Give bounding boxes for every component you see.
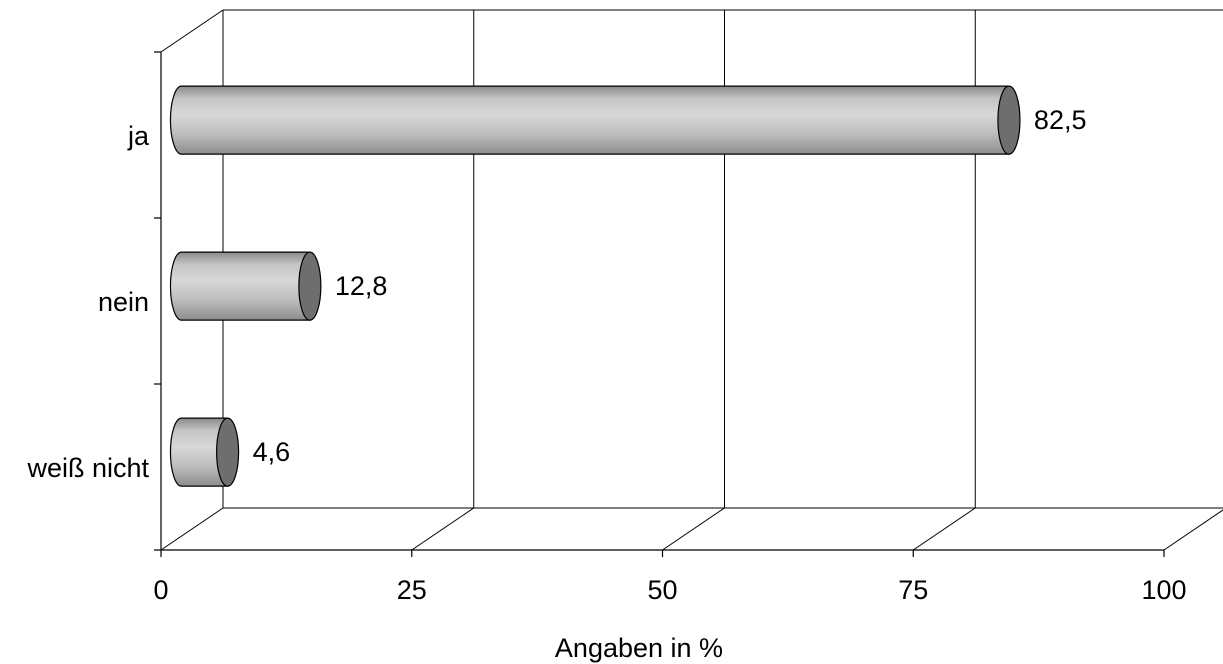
grid-layer bbox=[160, 9, 1223, 551]
axis-layer bbox=[154, 51, 1165, 557]
bar-cap bbox=[215, 417, 240, 487]
category-label-nein: nein bbox=[98, 287, 149, 317]
x-tick-label-25: 25 bbox=[397, 575, 427, 605]
bar-cap bbox=[298, 251, 322, 321]
x-axis-title: Angaben in % bbox=[555, 633, 723, 663]
bar-body bbox=[169, 251, 311, 321]
value-label-nein: 12,8 bbox=[335, 271, 388, 301]
label-layer: 0 25 50 75 100 82,5 ja 12,8 nein 4,6 weiß nicht bbox=[26, 105, 1186, 605]
bar-body bbox=[169, 85, 1010, 155]
x-tick-label-75: 75 bbox=[898, 575, 928, 605]
floor-diagonal-50 bbox=[662, 507, 725, 551]
floor-diagonal-75 bbox=[912, 507, 976, 551]
x-tick-label-50: 50 bbox=[647, 575, 677, 605]
x-tick-label-100: 100 bbox=[1141, 575, 1186, 605]
bar-body bbox=[169, 417, 229, 487]
bar-ja bbox=[169, 85, 1021, 155]
floor-diagonal-0 bbox=[160, 507, 224, 551]
bar-cap bbox=[997, 85, 1021, 155]
category-label-weiß-nicht: weiß nicht bbox=[26, 453, 149, 483]
bar-layer bbox=[169, 85, 1021, 487]
floor-diagonal-100 bbox=[1163, 509, 1223, 551]
floor-diagonal-25 bbox=[411, 507, 475, 551]
bar-weiß-nicht bbox=[169, 417, 240, 487]
x-tick-label-0: 0 bbox=[153, 575, 168, 605]
side-wall-top-edge bbox=[160, 9, 224, 53]
bar-nein bbox=[169, 251, 322, 321]
category-label-ja: ja bbox=[127, 121, 150, 151]
value-label-ja: 82,5 bbox=[1034, 105, 1087, 135]
value-label-weiß-nicht: 4,6 bbox=[253, 437, 291, 467]
